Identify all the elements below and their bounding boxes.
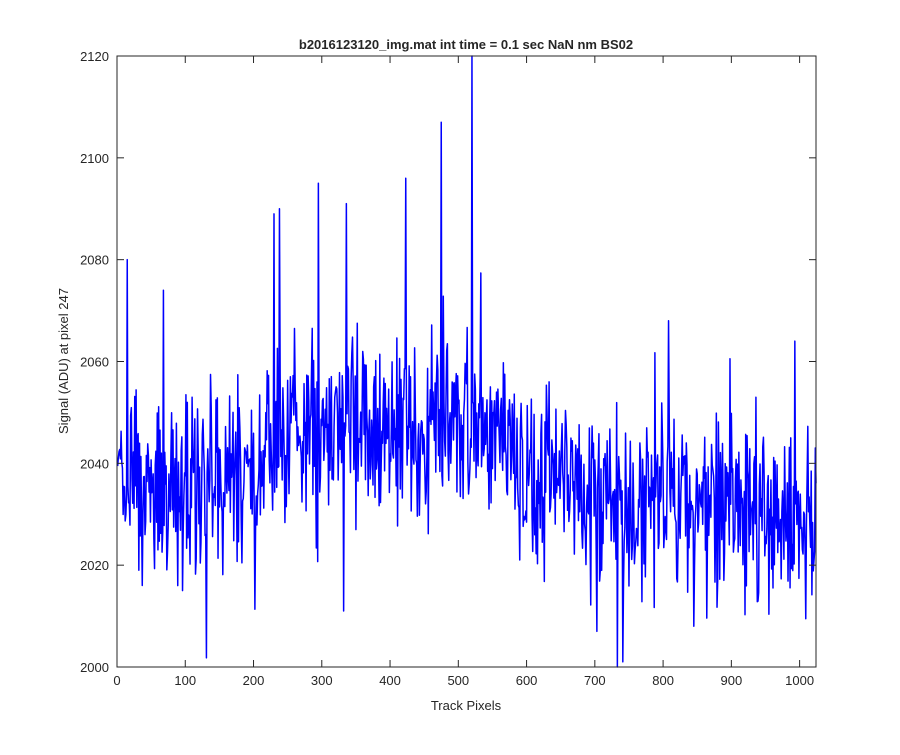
y-tick-label: 2100 [80, 151, 109, 166]
x-tick-label: 100 [174, 673, 196, 688]
x-tick-label: 900 [721, 673, 743, 688]
x-tick-label: 400 [379, 673, 401, 688]
y-tick-label: 2040 [80, 456, 109, 471]
chart-title: b2016123120_img.mat int time = 0.1 sec N… [299, 37, 633, 52]
x-tick-label: 0 [113, 673, 120, 688]
y-tick-label: 2020 [80, 558, 109, 573]
axes-box [116, 55, 817, 668]
x-tick-label: 1000 [785, 673, 814, 688]
y-tick-label: 2000 [80, 660, 109, 675]
y-tick-label: 2060 [80, 355, 109, 370]
x-tick-label: 600 [516, 673, 538, 688]
x-axis-label: Track Pixels [431, 698, 502, 713]
series-layer [116, 55, 817, 668]
signal-series-line [116, 55, 817, 668]
x-tick-label: 500 [447, 673, 469, 688]
x-tick-label: 700 [584, 673, 606, 688]
ticks-layer: 0 100 200 300 400 500 600 700 800 900 1000 2000 2020… [80, 49, 816, 688]
x-tick-label: 200 [243, 673, 265, 688]
x-tick-label: 800 [652, 673, 674, 688]
y-axis-label: Signal (ADU) at pixel 247 [56, 288, 71, 434]
y-tick-label: 2080 [80, 253, 109, 268]
y-tick-label: 2120 [80, 49, 109, 64]
x-tick-label: 300 [311, 673, 333, 688]
